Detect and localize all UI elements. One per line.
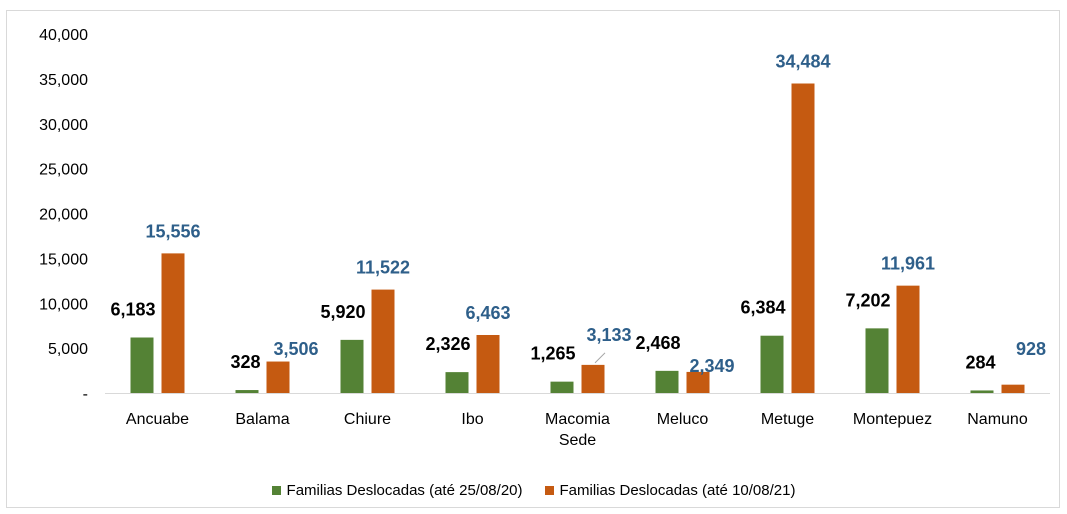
x-tick-label: Balama — [235, 411, 289, 428]
y-tick-label: 35,000 — [39, 72, 88, 89]
data-label-series-a: 284 — [965, 352, 995, 372]
x-tick-label: Montepuez — [853, 411, 932, 428]
bar-series-b — [791, 83, 815, 393]
x-tick-label: Ancuabe — [126, 411, 189, 428]
data-label-series-b: 34,484 — [775, 52, 830, 72]
data-label-series-b: 11,961 — [881, 254, 935, 274]
bar-series-b — [371, 289, 395, 393]
y-tick-label: 40,000 — [39, 27, 88, 44]
y-tick-label: 25,000 — [39, 162, 88, 179]
legend-swatch-green — [271, 486, 281, 495]
bar-chart: 40,000 35,000 30,000 25,000 20,000 15,000 10,0… — [39, 27, 1050, 449]
x-tick-label: Macomia — [545, 411, 610, 428]
bar-series-b — [266, 361, 290, 393]
y-tick-label: 30,000 — [39, 117, 88, 134]
bar-series-a — [235, 390, 259, 393]
x-tick-label: Ibo — [461, 411, 483, 428]
legend-swatch-orange — [544, 486, 554, 495]
bar-series-b — [686, 371, 710, 393]
data-label-series-a: 6,183 — [110, 300, 155, 320]
data-label-series-a: 6,384 — [740, 298, 785, 318]
bar-series-a — [655, 370, 679, 393]
legend-item-series-a: Familias Deslocadas (até 25/08/20) — [271, 482, 523, 499]
y-tick-label: 15,000 — [39, 251, 88, 268]
data-label-series-a: 2,468 — [635, 333, 680, 353]
bar-series-a — [340, 339, 364, 393]
bar-series-a — [445, 372, 469, 393]
data-label-series-a: 7,202 — [845, 290, 890, 310]
y-tick-label: 5,000 — [48, 341, 88, 358]
bar-series-b — [581, 364, 605, 393]
data-label-series-a: 2,326 — [425, 334, 470, 354]
bar-series-a — [130, 337, 154, 393]
data-label-series-a: 328 — [230, 352, 260, 372]
data-label-series-b: 928 — [1016, 339, 1046, 359]
x-tick-label: Metuge — [761, 411, 814, 428]
x-tick-label: Sede — [559, 432, 596, 449]
x-tick-label: Chiure — [344, 411, 391, 428]
bar-series-b — [1001, 384, 1025, 393]
data-label-series-b: 3,506 — [273, 339, 318, 359]
bar-series-b — [161, 253, 185, 393]
data-label-series-b: 6,463 — [465, 303, 510, 323]
x-tick-label: Meluco — [657, 411, 709, 428]
data-label-series-a: 1,265 — [530, 344, 575, 364]
y-tick-label: - — [83, 386, 88, 403]
bar-series-b — [896, 285, 920, 393]
bar-series-a — [760, 335, 784, 393]
legend-label-series-a: Familias Deslocadas (até 25/08/20) — [286, 482, 523, 499]
legend-label-series-b: Familias Deslocadas (até 10/08/21) — [559, 482, 796, 499]
data-label-series-b: 2,349 — [689, 356, 734, 376]
x-tick-label: Namuno — [967, 411, 1028, 428]
data-label-series-b: 15,556 — [145, 221, 200, 241]
leader-line — [594, 352, 606, 364]
y-tick-label: 10,000 — [39, 296, 88, 313]
bar-series-a — [865, 328, 889, 393]
bar-series-a — [970, 390, 994, 393]
data-label-series-b: 11,522 — [356, 258, 410, 278]
y-tick-label: 20,000 — [39, 207, 88, 224]
legend: Familias Deslocadas (até 25/08/20) Famil… — [0, 482, 1067, 499]
bar-series-b — [476, 334, 500, 393]
data-label-series-a: 5,920 — [320, 302, 365, 322]
data-label-series-b: 3,133 — [586, 325, 631, 345]
legend-item-series-b: Familias Deslocadas (até 10/08/21) — [544, 482, 796, 499]
bar-series-a — [550, 381, 574, 393]
